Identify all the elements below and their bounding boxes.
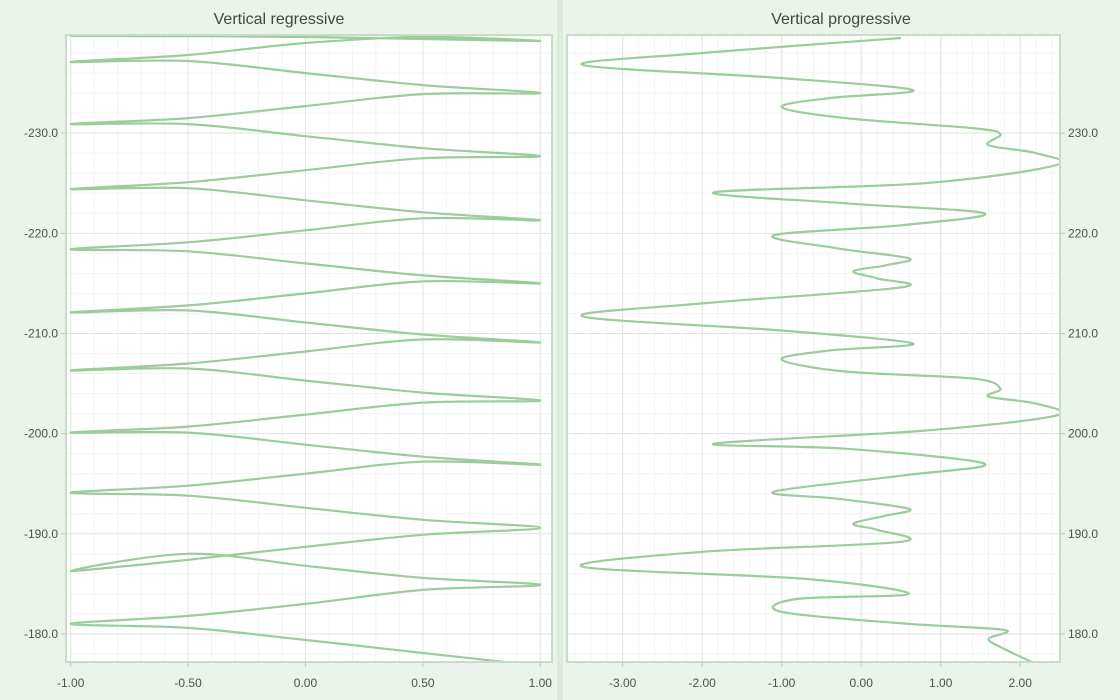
series-line	[579, 36, 1060, 662]
y-tick-label: -190.0	[24, 527, 58, 541]
x-tick-label: -1.00	[57, 676, 85, 690]
x-tick-label: -3.00	[609, 676, 637, 690]
x-tick-label: 0.00	[850, 676, 874, 690]
x-tick-label: -1.00	[768, 676, 796, 690]
y-tick-label: -210.0	[24, 326, 58, 340]
y-tick-label: -230.0	[24, 126, 58, 140]
x-tick-label: 0.50	[411, 676, 435, 690]
y-tick-label: -180.0	[24, 627, 58, 641]
y-tick-label: -220.0	[24, 226, 58, 240]
panel-vertical-progressive: Vertical progressive -3.00 -2.00 -1.00 0.00 1…	[566, 11, 1098, 690]
y-tick-label: 200.0	[1068, 427, 1098, 441]
x-tick-label: -2.00	[688, 676, 716, 690]
y-tick-label: 220.0	[1068, 226, 1098, 240]
x-tick-label: 0.00	[294, 676, 318, 690]
panel-title: Vertical progressive	[771, 11, 911, 28]
y-tick-label: 230.0	[1068, 126, 1098, 140]
panel-splitter[interactable]	[557, 0, 563, 700]
x-tick-label: 1.00	[529, 676, 553, 690]
panel-title: Vertical regressive	[214, 11, 345, 28]
x-tick-label: 1.00	[929, 676, 953, 690]
y-tick-label: -200.0	[24, 427, 58, 441]
plot-border	[65, 34, 553, 663]
plot-border	[566, 34, 1061, 663]
panel-vertical-regressive: Vertical regressive -1.00 -0.50 0.00 0.50 1.0…	[24, 11, 553, 690]
plot-area	[66, 35, 552, 662]
y-tick-label: 190.0	[1068, 527, 1098, 541]
x-tick-label: 2.00	[1009, 676, 1033, 690]
series-line	[69, 35, 542, 662]
y-tick-label: 180.0	[1068, 627, 1098, 641]
y-tick-label: 210.0	[1068, 326, 1098, 340]
x-tick-label: -0.50	[174, 676, 202, 690]
